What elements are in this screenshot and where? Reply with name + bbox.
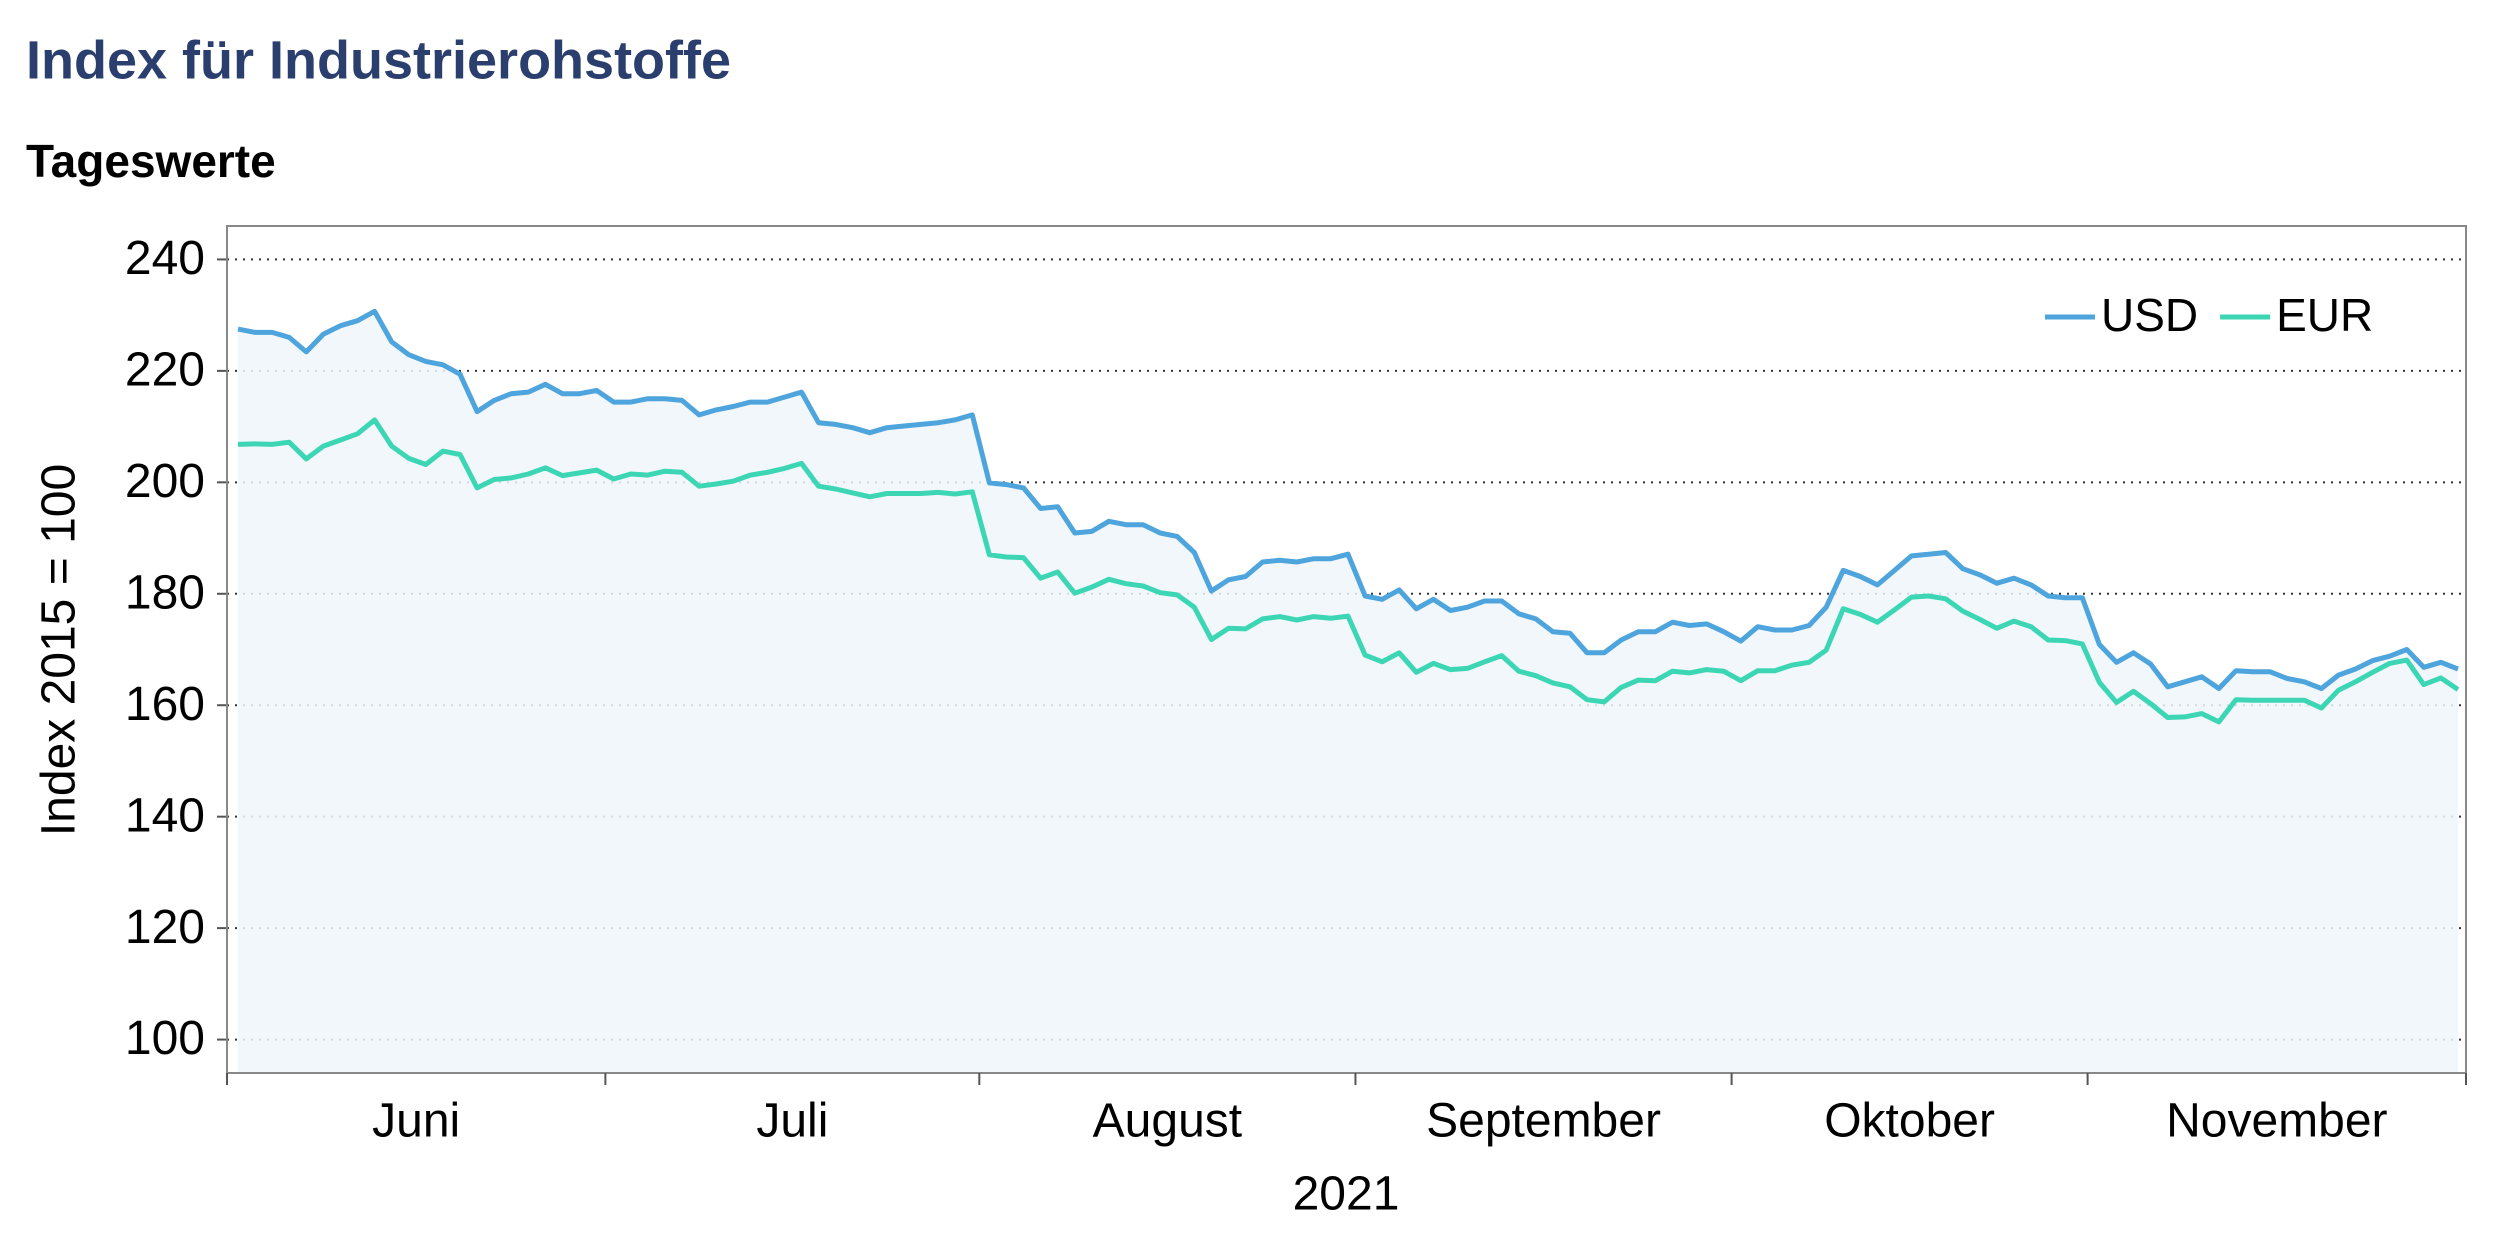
x-tick-label: November xyxy=(2166,1095,2387,1148)
x-tick-label: Juni xyxy=(372,1095,460,1148)
y-tick-label: 220 xyxy=(125,344,205,397)
legend-label: EUR xyxy=(2276,289,2373,341)
y-tick-label: 140 xyxy=(125,789,205,842)
line xyxy=(237,417,2460,725)
x-tick-label: Oktober xyxy=(1824,1095,1995,1148)
y-tick-label: 160 xyxy=(125,678,205,731)
x-tick-label: August xyxy=(1093,1095,1242,1148)
x-tick-label: Juli xyxy=(756,1095,828,1148)
y-tick-label: 200 xyxy=(125,455,205,508)
area xyxy=(238,311,2458,1073)
x-axis-label: 2021 xyxy=(1293,1168,1400,1221)
y-tick-label: 100 xyxy=(125,1012,205,1065)
plot-frame xyxy=(226,225,2467,1074)
legend-label: USD xyxy=(2101,289,2198,341)
y-tick-label: 180 xyxy=(125,566,205,619)
y-tick-label: 240 xyxy=(125,232,205,285)
line xyxy=(237,308,2459,691)
y-axis-label: Index 2015 = 100 xyxy=(33,464,86,836)
chart-title: Index für Industrierohstoffe xyxy=(26,30,731,90)
x-tick-label: September xyxy=(1426,1095,1661,1148)
chart-subtitle: Tageswerte xyxy=(26,135,276,187)
y-tick-label: 120 xyxy=(125,901,205,954)
